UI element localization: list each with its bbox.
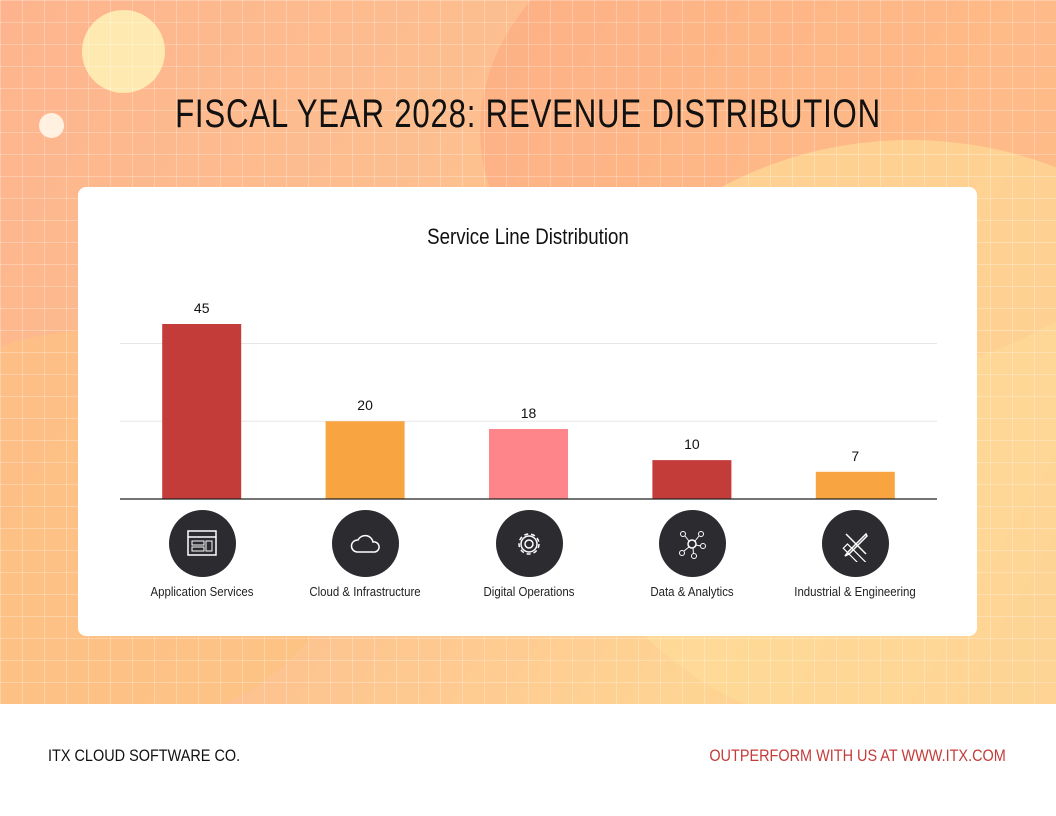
category-label: Digital Operations [483,584,574,599]
bar-0[interactable] [162,324,242,499]
category-label: Data & Analytics [650,584,734,599]
bar-1[interactable] [325,421,405,499]
category-label: Industrial & Engineering [794,584,917,599]
network-icon [658,510,726,577]
category-label: Cloud & Infrastructure [309,584,421,599]
footer-tagline[interactable]: OUTPERFORM WITH US AT WWW.ITX.COM [709,746,1006,765]
category-label: Application Services [150,584,254,599]
bar-3[interactable] [652,460,732,499]
ruler-pencil-icon [822,510,890,577]
browser-window-icon [168,510,236,577]
gear-icon [495,510,563,577]
data-label: 20 [357,397,373,413]
bar-chart: 45 20 18 10 7 [120,300,937,500]
cloud-icon [332,510,400,577]
data-label: 7 [851,448,859,464]
data-label: 10 [684,436,700,452]
chart-title: Service Line Distribution [427,224,629,249]
company-name: ITX CLOUD SOFTWARE CO. [48,746,241,765]
data-label: 45 [194,300,210,316]
data-label: 18 [521,405,537,421]
page-title: FISCAL YEAR 2028: REVENUE DISTRIBUTION [175,92,881,136]
bar-4[interactable] [815,471,895,499]
bar-2[interactable] [489,429,568,499]
